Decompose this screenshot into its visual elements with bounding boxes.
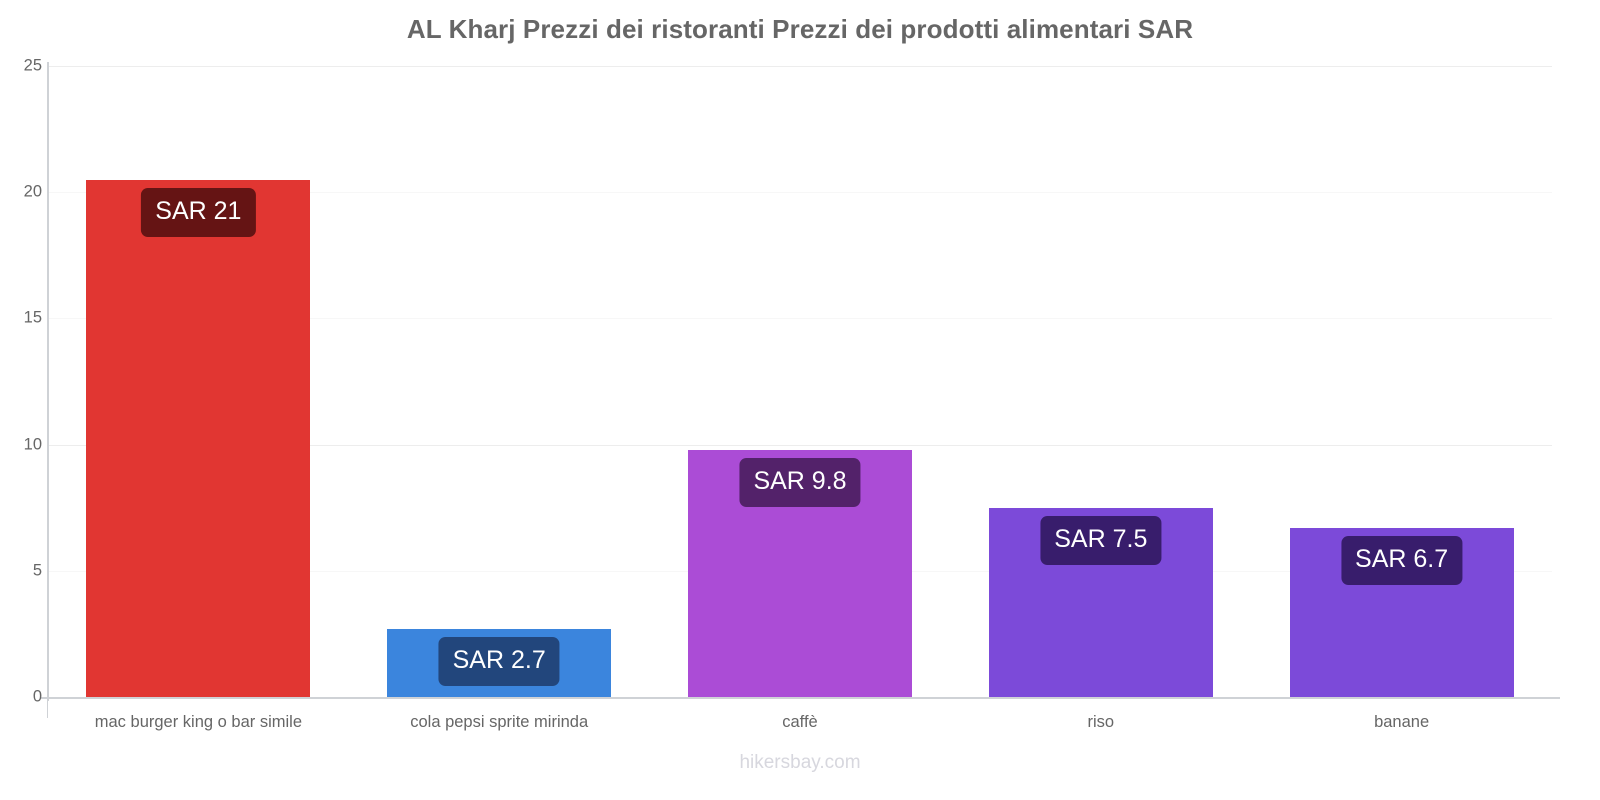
gridline xyxy=(48,66,1552,67)
x-axis-category-label: caffè xyxy=(782,713,818,731)
y-axis-line xyxy=(47,62,49,701)
bar-value-label: SAR 7.5 xyxy=(1040,515,1162,565)
bar-value-label: SAR 21 xyxy=(141,187,256,237)
x-axis-category-label: riso xyxy=(1087,713,1115,731)
bar[interactable] xyxy=(86,179,311,697)
gridline xyxy=(48,192,1552,194)
x-axis-category-label: banane xyxy=(1374,713,1430,731)
y-axis-tick-label: 10 xyxy=(23,435,42,454)
y-axis-tick-label: 15 xyxy=(23,308,42,327)
y-axis-tick-label: 25 xyxy=(23,56,42,75)
x-axis-line xyxy=(40,697,1560,699)
gridline xyxy=(48,444,1552,446)
x-axis-category-label: cola pepsi sprite mirinda xyxy=(410,713,589,731)
y-axis-tick-label: 5 xyxy=(32,561,42,580)
bar-value-label: SAR 6.7 xyxy=(1341,535,1463,585)
gridline xyxy=(48,318,1552,320)
bar-value-label: SAR 9.8 xyxy=(739,457,861,507)
y-axis-tick-label: 20 xyxy=(23,182,42,201)
x-axis-category-label: mac burger king o bar simile xyxy=(94,713,303,731)
chart-title: AL Kharj Prezzi dei ristoranti Prezzi de… xyxy=(406,14,1194,44)
bar-value-label: SAR 2.7 xyxy=(438,636,560,686)
watermark: hikersbay.com xyxy=(739,752,861,773)
x-axis-origin-tick xyxy=(47,700,48,718)
y-axis-tick-label: 0 xyxy=(32,687,42,706)
